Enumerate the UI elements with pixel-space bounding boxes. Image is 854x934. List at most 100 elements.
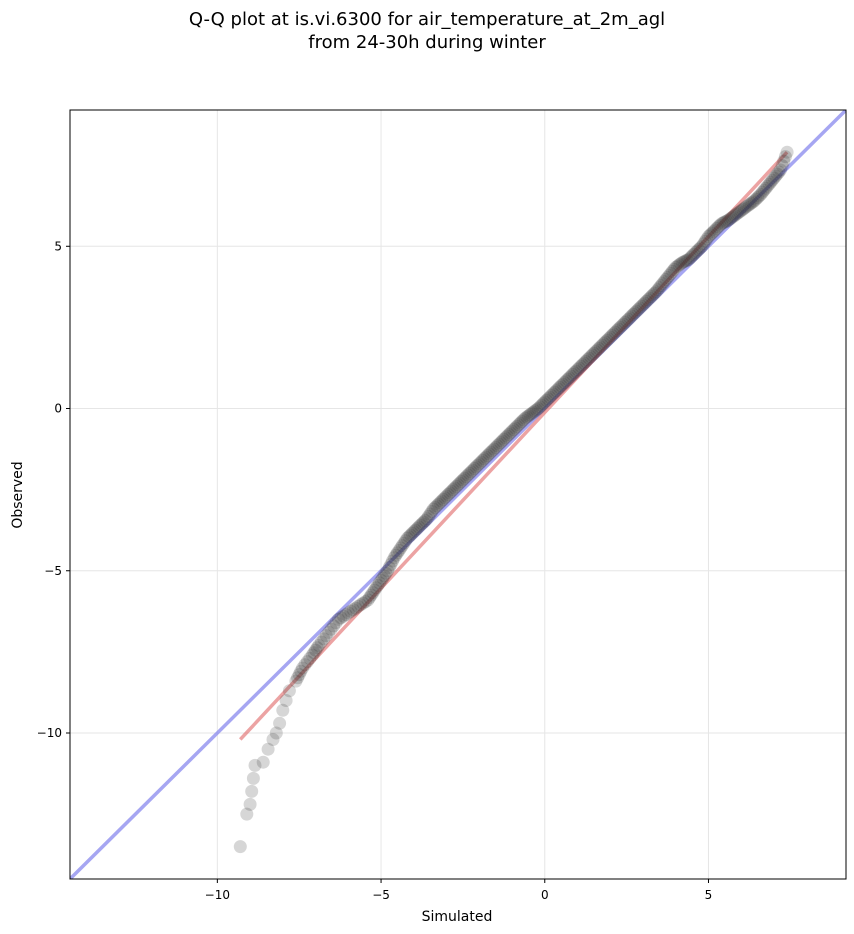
quantile-point	[629, 304, 643, 318]
quantile-point	[607, 327, 620, 341]
quantile-point	[515, 415, 529, 428]
quantile-point	[528, 404, 542, 418]
quantile-point	[489, 441, 503, 454]
quantile-point	[291, 671, 305, 685]
quantile-point	[469, 460, 483, 474]
quantile-point	[765, 173, 779, 187]
quantile-point	[762, 177, 776, 191]
quantile-point	[757, 183, 771, 197]
quantile-point	[693, 241, 707, 255]
identity-line	[70, 110, 846, 879]
quantile-point	[399, 534, 413, 548]
quantile-point	[610, 324, 624, 338]
quantile-point	[517, 413, 530, 427]
chart-title: Q-Q plot at is.vi.6300 for air_temperatu…	[0, 8, 854, 54]
quantile-point	[430, 499, 444, 513]
quantile-point	[708, 223, 722, 237]
quantile-point	[679, 254, 693, 268]
quantile-point	[339, 608, 353, 622]
quantile-point	[485, 444, 499, 458]
quantile-point	[454, 475, 468, 488]
quantile-point	[718, 215, 732, 229]
quantile-point	[266, 733, 280, 746]
quantile-point	[390, 546, 404, 560]
quantile-point	[423, 507, 437, 521]
quantile-point	[582, 351, 596, 365]
quantile-point	[376, 571, 390, 585]
quantile-point	[477, 452, 491, 466]
quantile-point	[760, 179, 774, 193]
quantile-point	[322, 625, 336, 639]
quantile-point	[336, 609, 350, 623]
quantile-point	[364, 588, 378, 602]
quantile-point	[276, 703, 290, 717]
quantile-point	[431, 497, 445, 511]
quantile-point	[572, 361, 586, 375]
x-axis-ticks: −10 −5 0 5	[205, 879, 712, 902]
quantile-point	[623, 311, 637, 325]
quantile-point	[482, 447, 496, 461]
quantile-point	[595, 338, 609, 352]
x-tick-label: 0	[541, 888, 549, 902]
quantile-point	[467, 462, 481, 475]
quantile-point	[680, 253, 694, 267]
quantile-point	[243, 797, 257, 811]
quantile-point	[726, 210, 740, 224]
quantile-point	[751, 191, 765, 205]
quantile-point	[597, 337, 611, 351]
quantile-point	[502, 428, 516, 441]
quantile-point	[631, 303, 645, 317]
quantile-point	[775, 159, 789, 173]
quantile-point	[392, 544, 406, 557]
quantile-point	[433, 496, 447, 510]
quantile-point	[720, 214, 733, 228]
quantile-point	[561, 372, 575, 386]
quantile-point	[608, 325, 622, 339]
quantile-point	[603, 330, 617, 344]
quantile-point	[543, 390, 557, 404]
quantile-point	[685, 249, 699, 263]
quantile-point	[605, 329, 619, 342]
quantile-point	[395, 539, 409, 553]
quantile-point	[438, 491, 452, 505]
quantile-point	[652, 281, 666, 295]
quantile-point	[587, 346, 601, 360]
quantile-point	[500, 429, 514, 443]
quantile-point	[379, 566, 393, 580]
quantile-point	[296, 661, 309, 675]
quantile-point	[240, 807, 254, 821]
quantile-point	[487, 442, 501, 456]
quantile-point	[282, 684, 296, 698]
quantile-point	[682, 252, 696, 266]
fit-line	[238, 150, 789, 741]
quantile-point	[471, 458, 485, 472]
quantile-point	[618, 316, 632, 329]
quantile-point	[706, 225, 720, 239]
quantile-point	[613, 320, 627, 334]
quantile-point	[724, 211, 738, 225]
quantile-point	[407, 525, 421, 539]
chart-title-line-1: Q-Q plot at is.vi.6300 for air_temperatu…	[188, 9, 666, 30]
quantile-point	[634, 299, 648, 313]
quantile-point	[420, 512, 434, 526]
quantile-point	[303, 651, 317, 665]
quantile-point	[769, 169, 783, 183]
quantile-point	[648, 286, 661, 300]
quantile-point	[472, 457, 486, 471]
quantile-point	[307, 646, 321, 660]
quantile-point	[590, 343, 604, 357]
quantile-point	[557, 376, 571, 390]
quantile-point	[389, 548, 403, 562]
quantile-point	[666, 264, 679, 278]
quantile-point	[664, 267, 678, 280]
y-tick-label: 5	[54, 239, 62, 253]
quantile-point	[371, 578, 385, 592]
quantile-point	[361, 593, 375, 607]
quantile-point	[556, 377, 570, 391]
quantile-point	[492, 437, 506, 451]
quantile-point	[310, 641, 324, 655]
quantile-point	[675, 256, 689, 269]
quantile-point	[641, 293, 655, 307]
quantile-point	[752, 189, 766, 203]
